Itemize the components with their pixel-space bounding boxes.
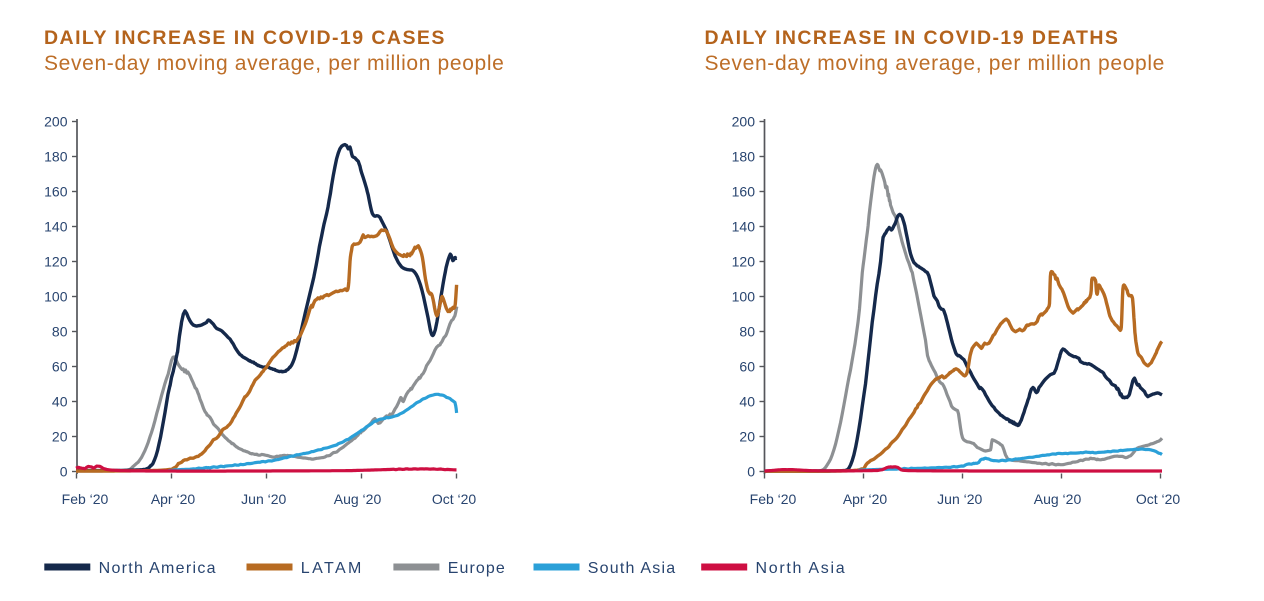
svg-text:200: 200 xyxy=(44,113,68,129)
svg-text:Seven-day moving average, per: Seven-day moving average, per million pe… xyxy=(44,52,505,75)
svg-text:Feb ‘20: Feb ‘20 xyxy=(750,491,797,507)
svg-text:80: 80 xyxy=(739,323,755,339)
svg-text:0: 0 xyxy=(747,463,755,479)
svg-text:160: 160 xyxy=(44,183,68,199)
svg-text:40: 40 xyxy=(52,393,68,409)
svg-text:140: 140 xyxy=(44,218,68,234)
svg-text:100: 100 xyxy=(732,288,756,304)
svg-text:60: 60 xyxy=(739,358,755,374)
svg-text:20: 20 xyxy=(52,428,68,444)
svg-text:DAILY INCREASE IN COVID-19 CAS: DAILY INCREASE IN COVID-19 CASES xyxy=(44,27,446,49)
svg-text:60: 60 xyxy=(52,358,68,374)
svg-text:Aug ‘20: Aug ‘20 xyxy=(334,491,382,507)
svg-text:LATAM: LATAM xyxy=(301,560,364,577)
svg-text:0: 0 xyxy=(60,463,68,479)
svg-text:140: 140 xyxy=(732,218,756,234)
svg-text:Jun ‘20: Jun ‘20 xyxy=(937,491,982,507)
svg-text:160: 160 xyxy=(732,183,756,199)
svg-text:North Asia: North Asia xyxy=(756,560,847,577)
svg-text:North America: North America xyxy=(99,560,217,577)
svg-text:180: 180 xyxy=(732,148,756,164)
svg-text:20: 20 xyxy=(739,428,755,444)
svg-text:120: 120 xyxy=(44,253,68,269)
svg-text:180: 180 xyxy=(44,148,68,164)
svg-text:DAILY INCREASE IN COVID-19 DEA: DAILY INCREASE IN COVID-19 DEATHS xyxy=(705,27,1120,49)
svg-text:Oct ‘20: Oct ‘20 xyxy=(1136,491,1181,507)
svg-text:Apr ‘20: Apr ‘20 xyxy=(151,491,196,507)
svg-text:Seven-day moving average, per: Seven-day moving average, per million pe… xyxy=(705,52,1166,75)
svg-text:120: 120 xyxy=(732,253,756,269)
svg-text:Apr ‘20: Apr ‘20 xyxy=(843,491,888,507)
svg-text:Oct ‘20: Oct ‘20 xyxy=(432,491,477,507)
svg-text:Aug ‘20: Aug ‘20 xyxy=(1034,491,1082,507)
svg-text:200: 200 xyxy=(732,113,756,129)
svg-text:80: 80 xyxy=(52,323,68,339)
svg-text:Europe: Europe xyxy=(448,560,506,577)
svg-text:South Asia: South Asia xyxy=(588,560,677,577)
svg-text:Feb ‘20: Feb ‘20 xyxy=(62,491,109,507)
svg-text:Jun ‘20: Jun ‘20 xyxy=(241,491,286,507)
svg-text:40: 40 xyxy=(739,393,755,409)
svg-text:100: 100 xyxy=(44,288,68,304)
